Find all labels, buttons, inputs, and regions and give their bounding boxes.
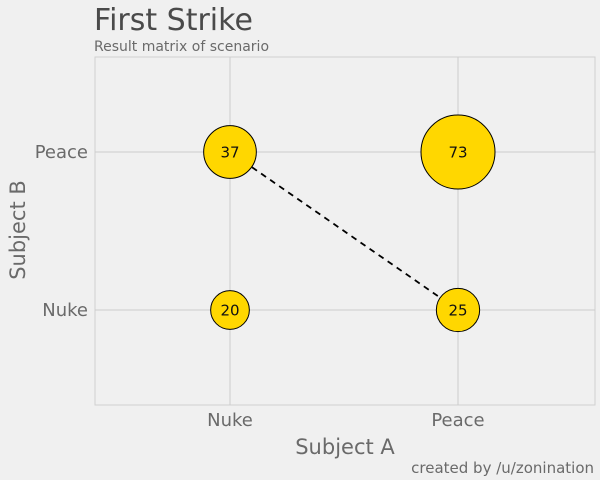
y-tick-label-nuke: Nuke [42, 300, 88, 321]
x-tick-label-peace: Peace [431, 410, 484, 431]
tick-labels: Nuke Peace Nuke Peace [35, 142, 485, 431]
chart-subtitle: Result matrix of scenario [94, 39, 269, 55]
bubble-label-peace-peace: 73 [448, 144, 467, 162]
connector-dashed-line [242, 160, 443, 300]
bubbles: 37 73 20 25 [203, 114, 496, 333]
bubble-label-peace-nuke: 25 [448, 301, 467, 319]
bubble-nuke-nuke [210, 290, 250, 330]
y-axis-label: Subject B [6, 180, 30, 280]
bubble-nuke-peace [203, 125, 257, 179]
plot-area [94, 56, 596, 406]
bubble-peace-nuke [435, 287, 481, 333]
chart-title: First Strike [94, 3, 253, 38]
credit-text: created by /u/zonination [411, 459, 594, 477]
x-axis-label: Subject A [295, 435, 395, 459]
y-tick-label-peace: Peace [35, 142, 88, 163]
x-tick-label-nuke: Nuke [207, 410, 253, 431]
bubble-label-nuke-nuke: 20 [220, 301, 239, 319]
connector-line [242, 160, 443, 300]
bubble-label-nuke-peace: 37 [220, 144, 239, 162]
bubble-peace-peace [420, 114, 496, 190]
